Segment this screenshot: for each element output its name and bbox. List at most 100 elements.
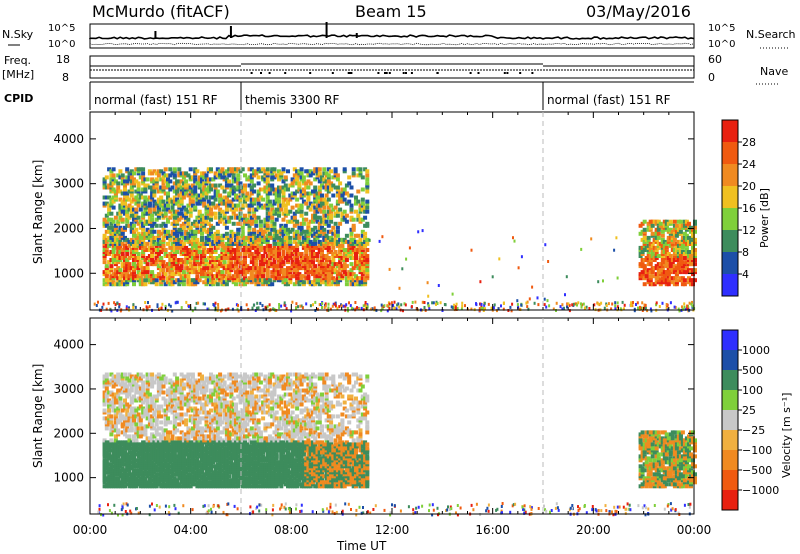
- power-cell: [218, 211, 223, 216]
- power-cell: [168, 173, 173, 178]
- power-cell: [641, 301, 644, 305]
- noise-trace: [89, 22, 695, 46]
- velocity-cell: [104, 450, 109, 455]
- power-cell: [224, 171, 229, 176]
- power-cell: [209, 231, 213, 236]
- power-cell: [179, 227, 184, 232]
- power-cell: [222, 211, 227, 216]
- power-cell: [270, 203, 275, 208]
- power-cell: [104, 264, 109, 269]
- power-cell: [687, 221, 691, 226]
- power-cell: [603, 306, 606, 310]
- power-cell: [404, 303, 407, 307]
- power-cell: [642, 248, 647, 252]
- power-cell: [338, 181, 343, 186]
- power-cell: [261, 254, 266, 258]
- power-cell: [188, 233, 193, 238]
- power-cell: [229, 250, 234, 254]
- power-cell: [270, 207, 275, 212]
- velocity-cell: [125, 412, 130, 417]
- power-cell: [349, 209, 354, 214]
- power-cell: [360, 248, 365, 252]
- power-cell: [678, 229, 683, 234]
- velocity-cell: [125, 376, 130, 381]
- power-cell: [315, 235, 320, 240]
- power-cell: [172, 248, 177, 252]
- velocity-cell: [120, 390, 125, 395]
- power-cell: [263, 229, 268, 234]
- power-cell: [308, 227, 313, 232]
- power-cell: [290, 252, 295, 256]
- power-cell: [152, 199, 157, 204]
- power-cell: [317, 225, 322, 230]
- velocity-cell: [118, 480, 123, 485]
- power-cell: [229, 239, 234, 244]
- power-cell: [138, 207, 143, 212]
- power-cell: [116, 219, 121, 224]
- velocity-cell: [132, 410, 136, 415]
- power-cell: [195, 169, 200, 174]
- station-title: McMurdo (fitACF): [92, 2, 230, 21]
- power-cell: [292, 239, 297, 244]
- power-cell: [195, 260, 200, 265]
- power-cell: [277, 213, 281, 218]
- power-cell: [561, 303, 564, 307]
- noise-right-tick-top: 10^5: [708, 23, 735, 34]
- power-cell: [322, 262, 327, 267]
- power-cell: [193, 229, 198, 234]
- velocity-cell: [127, 454, 132, 459]
- power-cell: [306, 274, 311, 279]
- power-cell: [222, 175, 227, 180]
- power-cell: [256, 270, 261, 275]
- power-cell: [326, 173, 331, 178]
- power-cell: [320, 225, 324, 230]
- power-cell: [329, 282, 334, 287]
- velocity-cell: [118, 458, 123, 463]
- power-cell: [247, 266, 252, 271]
- power-cell: [365, 177, 370, 182]
- power-cell: [236, 173, 241, 178]
- velocity-cell: [113, 416, 118, 421]
- power-cell: [308, 207, 313, 212]
- power-cell: [134, 305, 137, 309]
- velocity-cell: [127, 412, 132, 417]
- power-cell: [435, 302, 437, 306]
- power-cell: [313, 245, 318, 250]
- power-cell: [670, 260, 675, 265]
- power-cell: [286, 219, 290, 224]
- power-cell: [102, 282, 107, 287]
- power-cell: [286, 266, 290, 271]
- power-cell: [163, 203, 168, 208]
- power-cell: [188, 167, 193, 172]
- power-cell: [172, 189, 177, 194]
- power-cell: [432, 301, 435, 305]
- power-cell: [109, 235, 114, 240]
- power-cell: [297, 305, 299, 309]
- power-cell: [256, 280, 261, 285]
- power-cell: [127, 207, 132, 212]
- power-cell: [561, 307, 564, 311]
- power-cell: [329, 272, 334, 277]
- power-cell: [193, 235, 198, 240]
- power-cell: [193, 185, 198, 190]
- power-cell: [299, 274, 304, 279]
- power-cell: [326, 278, 331, 283]
- power-cell: [243, 195, 247, 200]
- power-cell: [326, 245, 331, 250]
- power-cell: [222, 248, 227, 252]
- power-cell: [175, 235, 180, 240]
- velocity-cell: [150, 404, 155, 409]
- power-cell: [639, 305, 641, 309]
- power-cell: [317, 195, 322, 200]
- power-cell: [281, 280, 286, 285]
- power-cell: [206, 248, 211, 252]
- power-cell: [156, 264, 161, 269]
- power-cell: [360, 254, 365, 258]
- power-cell: [324, 274, 329, 279]
- power-cell: [188, 278, 193, 283]
- power-cell: [224, 209, 229, 214]
- power-cell: [234, 252, 238, 256]
- power-cell: [175, 197, 180, 202]
- power-cell: [166, 181, 170, 186]
- power-cell: [145, 211, 150, 216]
